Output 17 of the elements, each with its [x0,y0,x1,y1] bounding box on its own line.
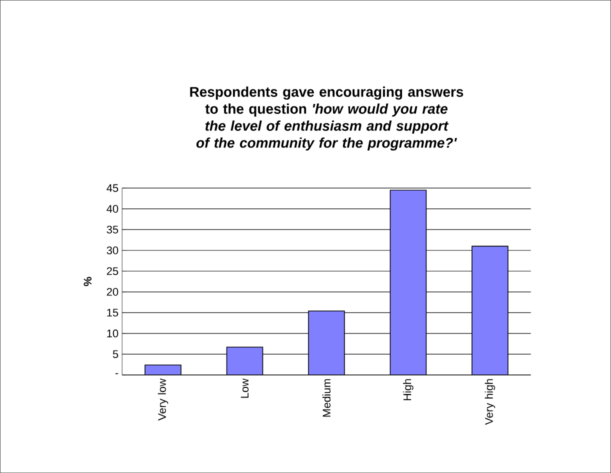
y-tick-label: 5 [112,350,118,358]
y-tick-label: 25 [106,267,118,275]
y-tick-label: 10 [107,330,118,338]
x-tick-label: Low [240,378,249,398]
chart-title: Respondents gave encouraging answers to the question 'how would you rate the level of enthusiasm and support of the community for the programme?' [190,86,464,151]
x-tick-label: Medium [322,379,331,417]
y-tick-label: 40 [106,204,118,213]
y-tick-label: - [115,373,118,374]
y-tick-label: 30 [106,246,118,254]
y-tick-label: 45 [106,184,118,192]
y-tick-label: 15 [107,308,118,316]
y-tick-label: 20 [106,288,118,296]
x-tick-label: Very high [484,379,496,425]
x-tick-label: High [403,379,414,400]
x-tick-label: Very low [158,378,168,421]
y-tick-label: 35 [106,226,118,234]
y-axis-title: % [84,276,92,286]
